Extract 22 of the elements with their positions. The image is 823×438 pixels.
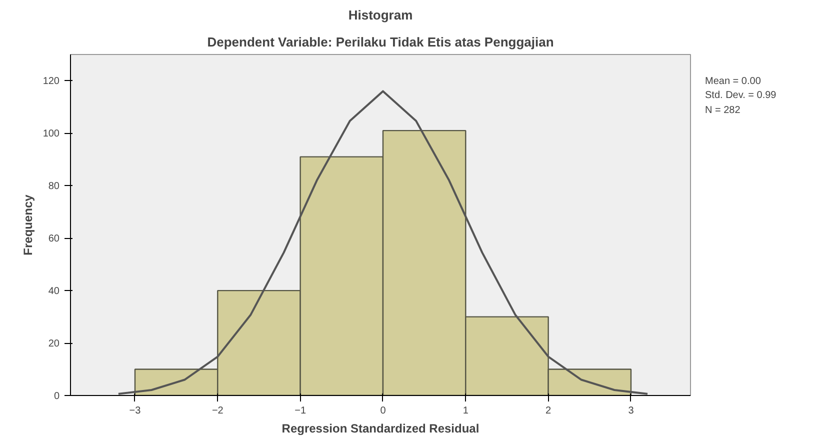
x-tick-label: 0: [380, 406, 386, 416]
y-tick-label: 60: [48, 234, 60, 245]
text: Mean = 0.00: [705, 76, 761, 87]
text: N = 282: [705, 104, 740, 116]
y-tick-label: 20: [48, 338, 60, 350]
x-tick-label: −2: [212, 406, 224, 416]
x-tick-label: 3: [628, 406, 634, 416]
chart-title: Histogram: [348, 8, 413, 22]
line-series: [117, 90, 649, 395]
text: Std. Dev. = 0.99: [705, 90, 776, 102]
x-tick-label: −3: [129, 406, 142, 416]
x-axis-title: Regression Standardized Residual: [282, 422, 480, 436]
y-tick-label: 100: [42, 128, 60, 140]
y-tick-label: 80: [48, 181, 60, 192]
y-tick-label: 120: [42, 76, 60, 88]
y-tick-label: 0: [54, 391, 60, 402]
chart-subtitle: Dependent Variable: Perilaku Tidak Etis atas Penggajian: [207, 34, 554, 50]
y-tick-label: 40: [48, 286, 60, 298]
x-tick-label: 2: [546, 406, 552, 416]
x-tick-label: −1: [294, 406, 306, 416]
x-tick-label: 1: [462, 406, 469, 416]
y-axis-title: Frequency: [20, 194, 35, 256]
